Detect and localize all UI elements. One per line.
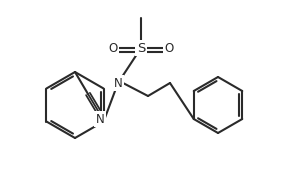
Text: N: N (114, 77, 122, 90)
Text: N: N (96, 112, 105, 125)
Text: O: O (108, 41, 118, 54)
Text: S: S (137, 41, 145, 54)
Text: O: O (164, 41, 174, 54)
